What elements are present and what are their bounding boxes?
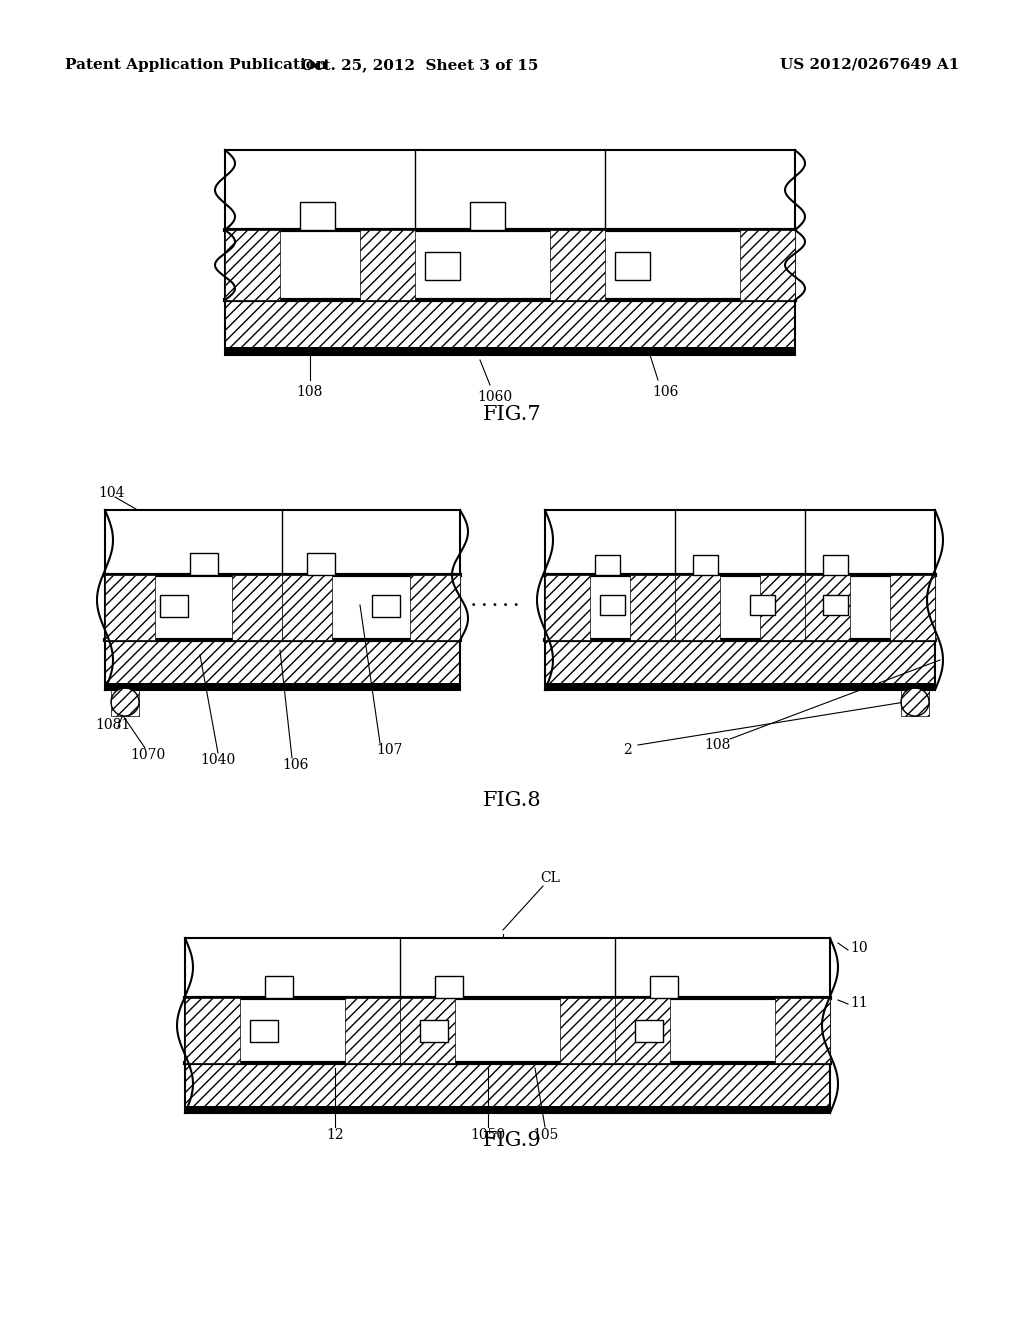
Bar (435, 975, 463, 998)
Bar (750, 595, 775, 615)
Bar (372, 595, 400, 616)
Bar (225, 230, 795, 300)
Bar (545, 510, 935, 576)
Text: 2: 2 (623, 743, 632, 756)
Text: 10: 10 (850, 941, 867, 954)
Bar (760, 576, 805, 640)
Text: 1060: 1060 (477, 389, 513, 404)
Bar (105, 510, 460, 576)
Text: 105: 105 (531, 1129, 558, 1142)
Bar (615, 998, 670, 1063)
Bar (675, 576, 720, 640)
Bar (185, 1063, 830, 1113)
Bar (470, 202, 505, 230)
Bar (410, 576, 460, 640)
Bar (823, 554, 848, 576)
Bar (232, 576, 282, 640)
Text: 1040: 1040 (201, 752, 236, 767)
Bar (600, 595, 625, 615)
Text: 11: 11 (850, 997, 867, 1010)
Bar (890, 576, 935, 640)
Bar (105, 682, 460, 690)
Text: 107: 107 (377, 743, 403, 756)
Bar (420, 1020, 449, 1041)
Text: 106: 106 (282, 758, 308, 772)
Bar (545, 682, 935, 690)
Bar (105, 576, 155, 640)
Bar (823, 595, 848, 615)
Bar (595, 554, 620, 576)
Bar (545, 576, 935, 640)
Bar (105, 576, 460, 640)
Text: Oct. 25, 2012  Sheet 3 of 15: Oct. 25, 2012 Sheet 3 of 15 (301, 58, 539, 73)
Bar (185, 998, 830, 1063)
Bar (400, 998, 455, 1063)
Bar (740, 230, 795, 300)
Bar (775, 998, 830, 1063)
Text: FIG.8: FIG.8 (482, 791, 542, 809)
Text: 1081: 1081 (95, 718, 130, 733)
Bar (105, 640, 460, 690)
Bar (635, 1020, 663, 1041)
Text: FIG.9: FIG.9 (482, 1130, 542, 1150)
Text: CL: CL (540, 871, 560, 884)
Bar (225, 150, 795, 230)
Bar (630, 576, 675, 640)
Text: . . . . .: . . . . . (471, 595, 519, 609)
Bar (185, 1106, 830, 1113)
Text: US 2012/0267649 A1: US 2012/0267649 A1 (780, 58, 959, 73)
Bar (615, 252, 650, 280)
Bar (545, 640, 935, 690)
Circle shape (111, 688, 139, 715)
Text: 12: 12 (327, 1129, 344, 1142)
Bar (225, 347, 795, 355)
Bar (282, 576, 332, 640)
Bar (650, 975, 678, 998)
Text: 1050: 1050 (470, 1129, 506, 1142)
Bar (225, 300, 795, 355)
Bar (225, 230, 280, 300)
Bar (550, 230, 605, 300)
Text: 1070: 1070 (130, 748, 166, 762)
Circle shape (901, 688, 929, 715)
Bar (901, 688, 929, 715)
Bar (250, 1020, 278, 1041)
Bar (185, 998, 240, 1063)
Text: 108: 108 (705, 738, 731, 752)
Bar (185, 939, 830, 998)
Bar (160, 595, 188, 616)
Text: 106: 106 (652, 385, 678, 399)
Text: FIG.7: FIG.7 (482, 405, 542, 425)
Bar (265, 975, 293, 998)
Bar (560, 998, 615, 1063)
Bar (805, 576, 850, 640)
Bar (111, 688, 139, 715)
Bar (300, 202, 335, 230)
Bar (345, 998, 400, 1063)
Bar (307, 553, 335, 576)
Text: Patent Application Publication: Patent Application Publication (65, 58, 327, 73)
Text: 104: 104 (98, 486, 125, 500)
Text: 108: 108 (297, 385, 324, 399)
Bar (360, 230, 415, 300)
Bar (190, 553, 218, 576)
Bar (425, 252, 460, 280)
Bar (545, 576, 590, 640)
Bar (693, 554, 718, 576)
